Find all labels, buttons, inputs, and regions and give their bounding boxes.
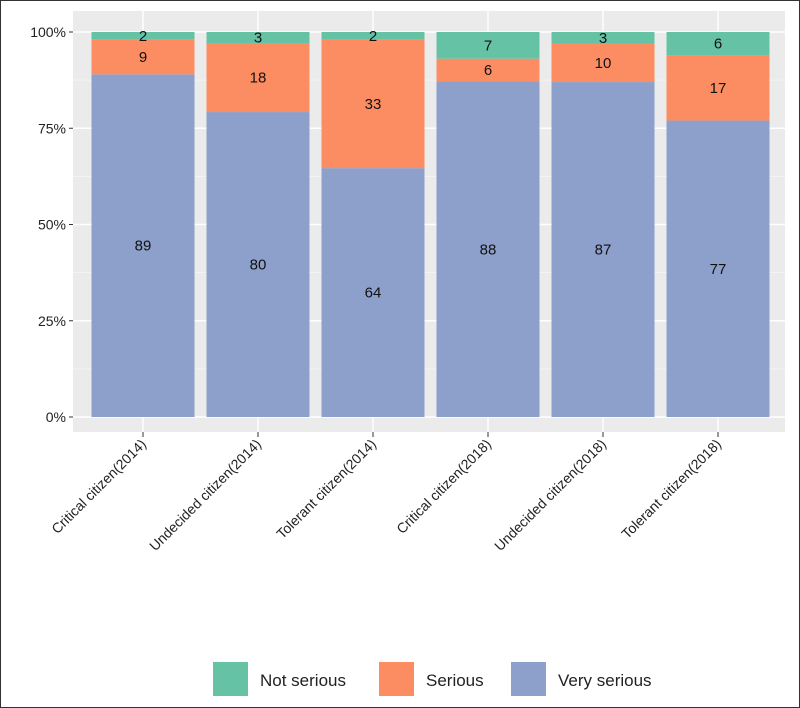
y-tick-label: 0%	[46, 409, 66, 425]
bar-segment-serious	[436, 58, 540, 82]
y-tick-label: 75%	[38, 120, 66, 136]
bar-segment-not-serious	[666, 32, 770, 56]
x-tick-label: Tolerant citizen(2014)	[273, 436, 379, 542]
legend-swatch	[213, 662, 248, 696]
x-tick-label: Undecided citizen(2018)	[491, 436, 609, 554]
bar-segment-serious	[666, 55, 770, 121]
bar-segment-not-serious	[206, 32, 310, 44]
bar-segment-not-serious	[91, 32, 195, 40]
data-label: 87	[595, 242, 612, 259]
bar-segment-not-serious	[436, 32, 540, 59]
bar-segment-very-serious	[321, 168, 425, 417]
bar-segment-very-serious	[666, 120, 770, 418]
legend-swatch	[379, 662, 414, 696]
bar-segment-serious	[206, 43, 310, 113]
x-tick-label: Tolerant citizen(2018)	[618, 436, 724, 542]
bar-segment-very-serious	[206, 112, 310, 418]
data-label: 7	[484, 37, 492, 54]
x-tick-label: Critical citizen(2014)	[48, 436, 149, 537]
data-label: 10	[595, 55, 612, 72]
data-label: 64	[365, 285, 382, 302]
legend-label: Serious	[426, 671, 484, 690]
data-label: 6	[714, 36, 722, 53]
bar-segment-not-serious	[551, 32, 655, 44]
data-label: 3	[254, 30, 262, 47]
data-label: 77	[710, 261, 727, 278]
data-label: 89	[135, 238, 152, 255]
legend: Not serious Serious Very serious	[213, 662, 652, 696]
y-tick-label: 100%	[30, 24, 66, 40]
bar-segment-very-serious	[551, 82, 655, 418]
bar-segment-not-serious	[321, 32, 425, 40]
bar-segment-serious	[91, 39, 195, 75]
y-tick-label: 50%	[38, 217, 66, 233]
data-label: 80	[250, 257, 267, 274]
data-label: 33	[365, 96, 382, 113]
data-label: 17	[710, 80, 727, 97]
data-label: 9	[139, 49, 147, 66]
data-label: 6	[484, 62, 492, 79]
data-label: 3	[599, 30, 607, 47]
bar-segment-very-serious	[436, 81, 540, 418]
legend-swatch	[511, 662, 546, 696]
data-label: 2	[139, 28, 147, 45]
data-label: 18	[250, 70, 267, 87]
bar-segment-serious	[551, 43, 655, 83]
bar-segment-serious	[321, 39, 425, 169]
legend-label: Very serious	[558, 671, 652, 690]
x-tick-label: Undecided citizen(2014)	[146, 436, 264, 554]
data-label: 88	[480, 241, 497, 258]
y-tick-label: 25%	[38, 313, 66, 329]
data-label: 2	[369, 28, 377, 45]
bar-segment-very-serious	[91, 74, 195, 417]
x-tick-label: Critical citizen(2018)	[393, 436, 494, 537]
legend-label: Not serious	[260, 671, 346, 690]
